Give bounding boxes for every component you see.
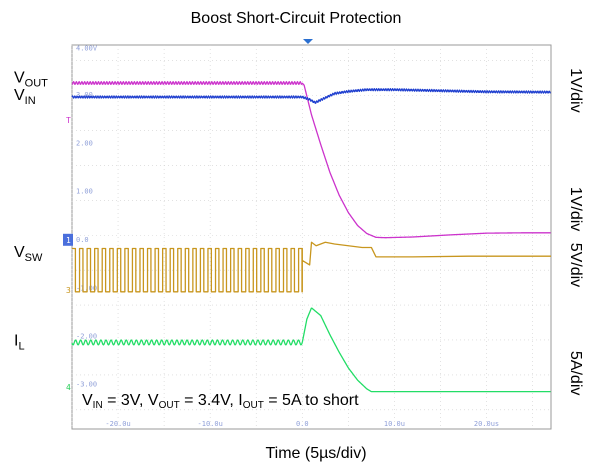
x-tick-label: 0.0 <box>296 420 309 428</box>
series-vsw-line <box>72 241 551 293</box>
conditions-annotation: VIN = 3V, VOUT = 3.4V, IOUT = 5A to shor… <box>82 392 359 411</box>
series-vout-line <box>71 81 551 239</box>
series-group <box>71 81 551 393</box>
channel-marker: 4 <box>66 383 71 392</box>
grid <box>71 45 551 429</box>
chart-title: Boost Short-Circuit Protection <box>191 10 402 27</box>
label-vsw: VSW <box>14 244 43 264</box>
x-axis-label: Time (5µs/div) <box>265 445 366 462</box>
y-tick-label: 2.00 <box>76 139 93 147</box>
y-tick-label: -2.00 <box>76 332 97 340</box>
x-tick-label: -10.0u <box>198 420 223 428</box>
x-tick-labels: -20.0u -10.0u 0.0 10.0u 20.0us <box>105 420 499 428</box>
x-tick-label: 10.0u <box>384 420 405 428</box>
right-scale-label: 1V/div <box>567 187 584 231</box>
y-tick-label: 3.00 <box>76 91 93 99</box>
y-tick-label: 4.00V <box>76 44 98 52</box>
right-scale-label: 5V/div <box>567 243 584 287</box>
y-tick-label: 0.0 <box>76 236 89 244</box>
channel-marker: 1 <box>66 236 71 245</box>
trigger-marker <box>303 39 313 44</box>
y-tick-label: 1.00 <box>76 188 93 196</box>
channel-markers: T 1 3 4 <box>63 116 73 392</box>
label-vout: VOUT <box>14 69 48 89</box>
x-tick-label: 20.0us <box>474 420 499 428</box>
series-il-line <box>71 307 551 393</box>
y-tick-label: -3.00 <box>76 381 97 389</box>
channel-marker: T <box>66 116 71 125</box>
right-labels: 1V/div 1V/div 5V/div 5A/div <box>567 68 584 395</box>
right-scale-label: 1V/div <box>567 68 584 112</box>
channel-1-marker-box <box>63 233 73 246</box>
series-vin-line <box>71 87 551 104</box>
x-tick-label: -20.0u <box>105 420 130 428</box>
label-il: IL <box>14 332 25 352</box>
right-scale-label: 5A/div <box>567 351 584 395</box>
plot-area <box>71 44 552 430</box>
label-vin: VIN <box>14 87 36 107</box>
channel-marker: 3 <box>66 286 71 295</box>
